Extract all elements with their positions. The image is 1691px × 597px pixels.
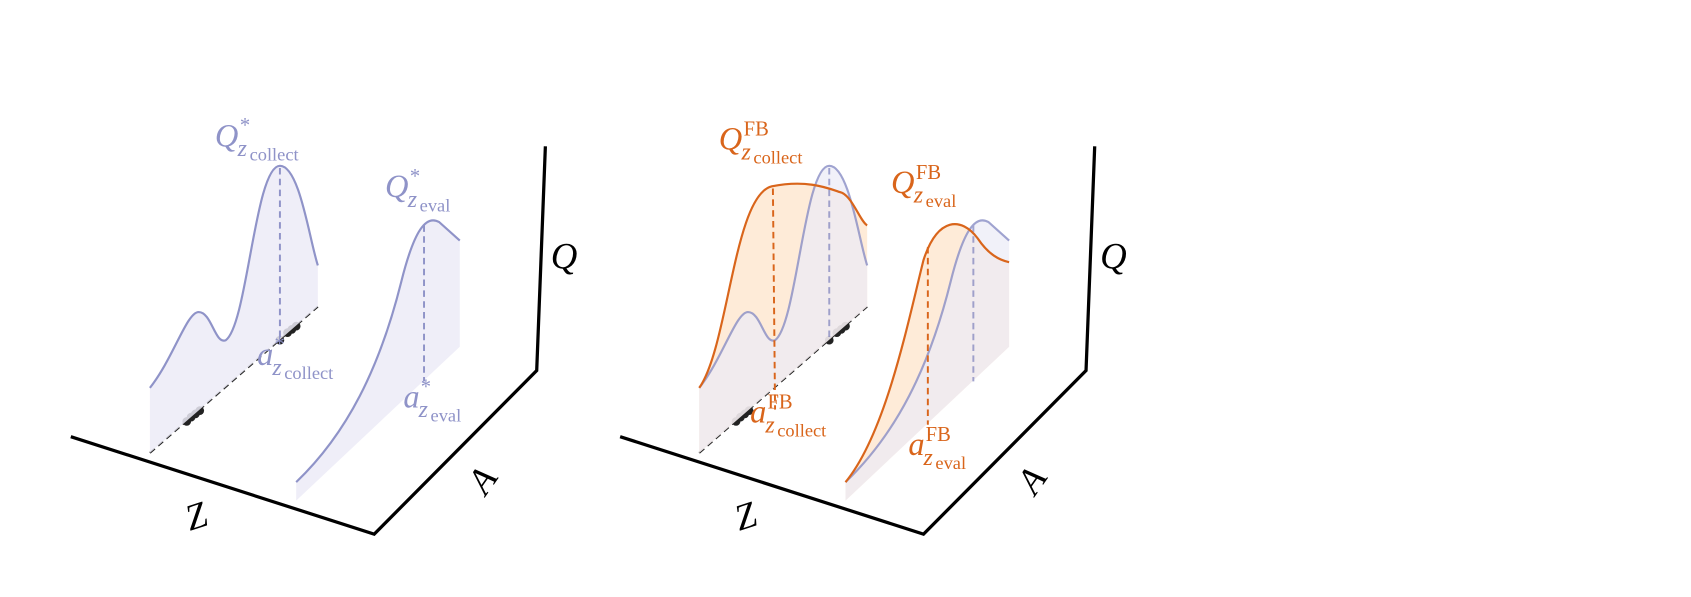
- math-label: Q FBz collect: [719, 118, 803, 167]
- label-sup: *: [240, 115, 250, 137]
- label-subsub: collect: [284, 363, 333, 383]
- label-symbol: a: [750, 395, 766, 431]
- label-sub: z: [271, 355, 281, 381]
- label-sup: FB: [916, 162, 941, 184]
- right-panel: [618, 144, 1097, 536]
- a-axis-label: A: [457, 458, 505, 503]
- z-axis-label: Z: [729, 493, 762, 538]
- label-sup: FB: [744, 118, 769, 140]
- label-symbol: Q: [215, 118, 238, 154]
- label-sub: z: [764, 412, 774, 438]
- label-symbol: Q: [891, 165, 914, 201]
- label-sub: z: [237, 136, 247, 162]
- q-axis-label: Q: [1100, 236, 1127, 277]
- label-sub: z: [923, 445, 933, 471]
- math-label: Q FBz eval: [891, 162, 956, 211]
- label-symbol: Q: [719, 122, 742, 158]
- math-label: a FBz eval: [908, 424, 966, 473]
- label-subsub: eval: [926, 191, 957, 211]
- math-label: a *z eval: [403, 376, 461, 425]
- label-sub: z: [407, 187, 417, 213]
- z-axis-label: Z: [180, 493, 213, 538]
- a-axis-label: A: [1006, 458, 1054, 503]
- label-symbol: Q: [385, 169, 408, 205]
- math-label: Q *z eval: [385, 166, 450, 215]
- label-subsub: collect: [753, 148, 802, 168]
- label-sup: *: [421, 376, 431, 398]
- q-axis-label: Q: [551, 236, 578, 277]
- label-sub: z: [418, 397, 428, 423]
- label-sup: FB: [767, 391, 792, 413]
- label-symbol: a: [257, 337, 273, 373]
- label-symbol: a: [908, 427, 924, 463]
- label-symbol: a: [403, 379, 419, 415]
- label-subsub: eval: [420, 195, 451, 215]
- label-subsub: collect: [777, 421, 826, 441]
- math-label: Q *z collect: [215, 115, 299, 164]
- label-sup: FB: [926, 424, 951, 446]
- label-subsub: eval: [935, 453, 966, 473]
- label-sup: *: [410, 166, 420, 188]
- math-label: a FBz collect: [750, 391, 826, 440]
- math-label: a *z collect: [257, 334, 333, 383]
- label-sub: z: [740, 139, 750, 165]
- label-subsub: eval: [431, 405, 462, 425]
- label-sub: z: [913, 183, 923, 209]
- label-subsub: collect: [250, 144, 299, 164]
- label-sup: *: [275, 334, 285, 356]
